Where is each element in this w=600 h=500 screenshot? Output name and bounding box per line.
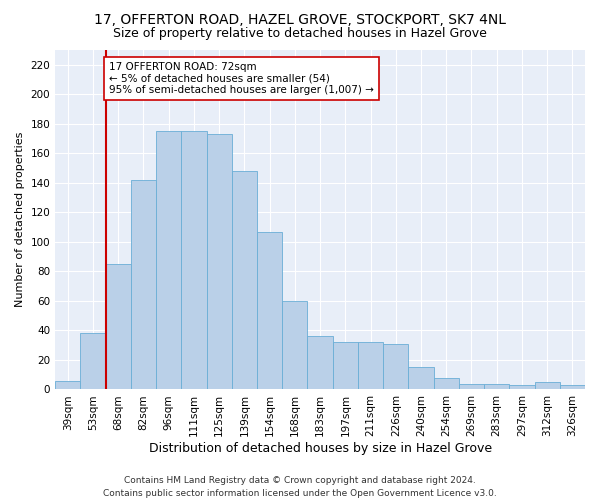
Bar bbox=[181, 131, 206, 390]
Bar bbox=[358, 342, 383, 390]
Y-axis label: Number of detached properties: Number of detached properties bbox=[15, 132, 25, 308]
Bar bbox=[459, 384, 484, 390]
Bar bbox=[535, 382, 560, 390]
Bar bbox=[307, 336, 332, 390]
Bar bbox=[156, 131, 181, 390]
Text: 17, OFFERTON ROAD, HAZEL GROVE, STOCKPORT, SK7 4NL: 17, OFFERTON ROAD, HAZEL GROVE, STOCKPOR… bbox=[94, 12, 506, 26]
Bar bbox=[282, 301, 307, 390]
Bar bbox=[509, 385, 535, 390]
Bar bbox=[232, 171, 257, 390]
Text: 17 OFFERTON ROAD: 72sqm
← 5% of detached houses are smaller (54)
95% of semi-det: 17 OFFERTON ROAD: 72sqm ← 5% of detached… bbox=[109, 62, 374, 95]
Bar bbox=[484, 384, 509, 390]
Bar bbox=[383, 344, 409, 390]
Bar bbox=[409, 368, 434, 390]
Bar bbox=[434, 378, 459, 390]
Text: Size of property relative to detached houses in Hazel Grove: Size of property relative to detached ho… bbox=[113, 28, 487, 40]
Bar bbox=[560, 385, 585, 390]
Bar bbox=[206, 134, 232, 390]
Bar bbox=[257, 232, 282, 390]
Text: Contains HM Land Registry data © Crown copyright and database right 2024.
Contai: Contains HM Land Registry data © Crown c… bbox=[103, 476, 497, 498]
Bar bbox=[55, 380, 80, 390]
Bar bbox=[332, 342, 358, 390]
X-axis label: Distribution of detached houses by size in Hazel Grove: Distribution of detached houses by size … bbox=[149, 442, 491, 455]
Bar bbox=[80, 334, 106, 390]
Bar bbox=[131, 180, 156, 390]
Bar bbox=[106, 264, 131, 390]
